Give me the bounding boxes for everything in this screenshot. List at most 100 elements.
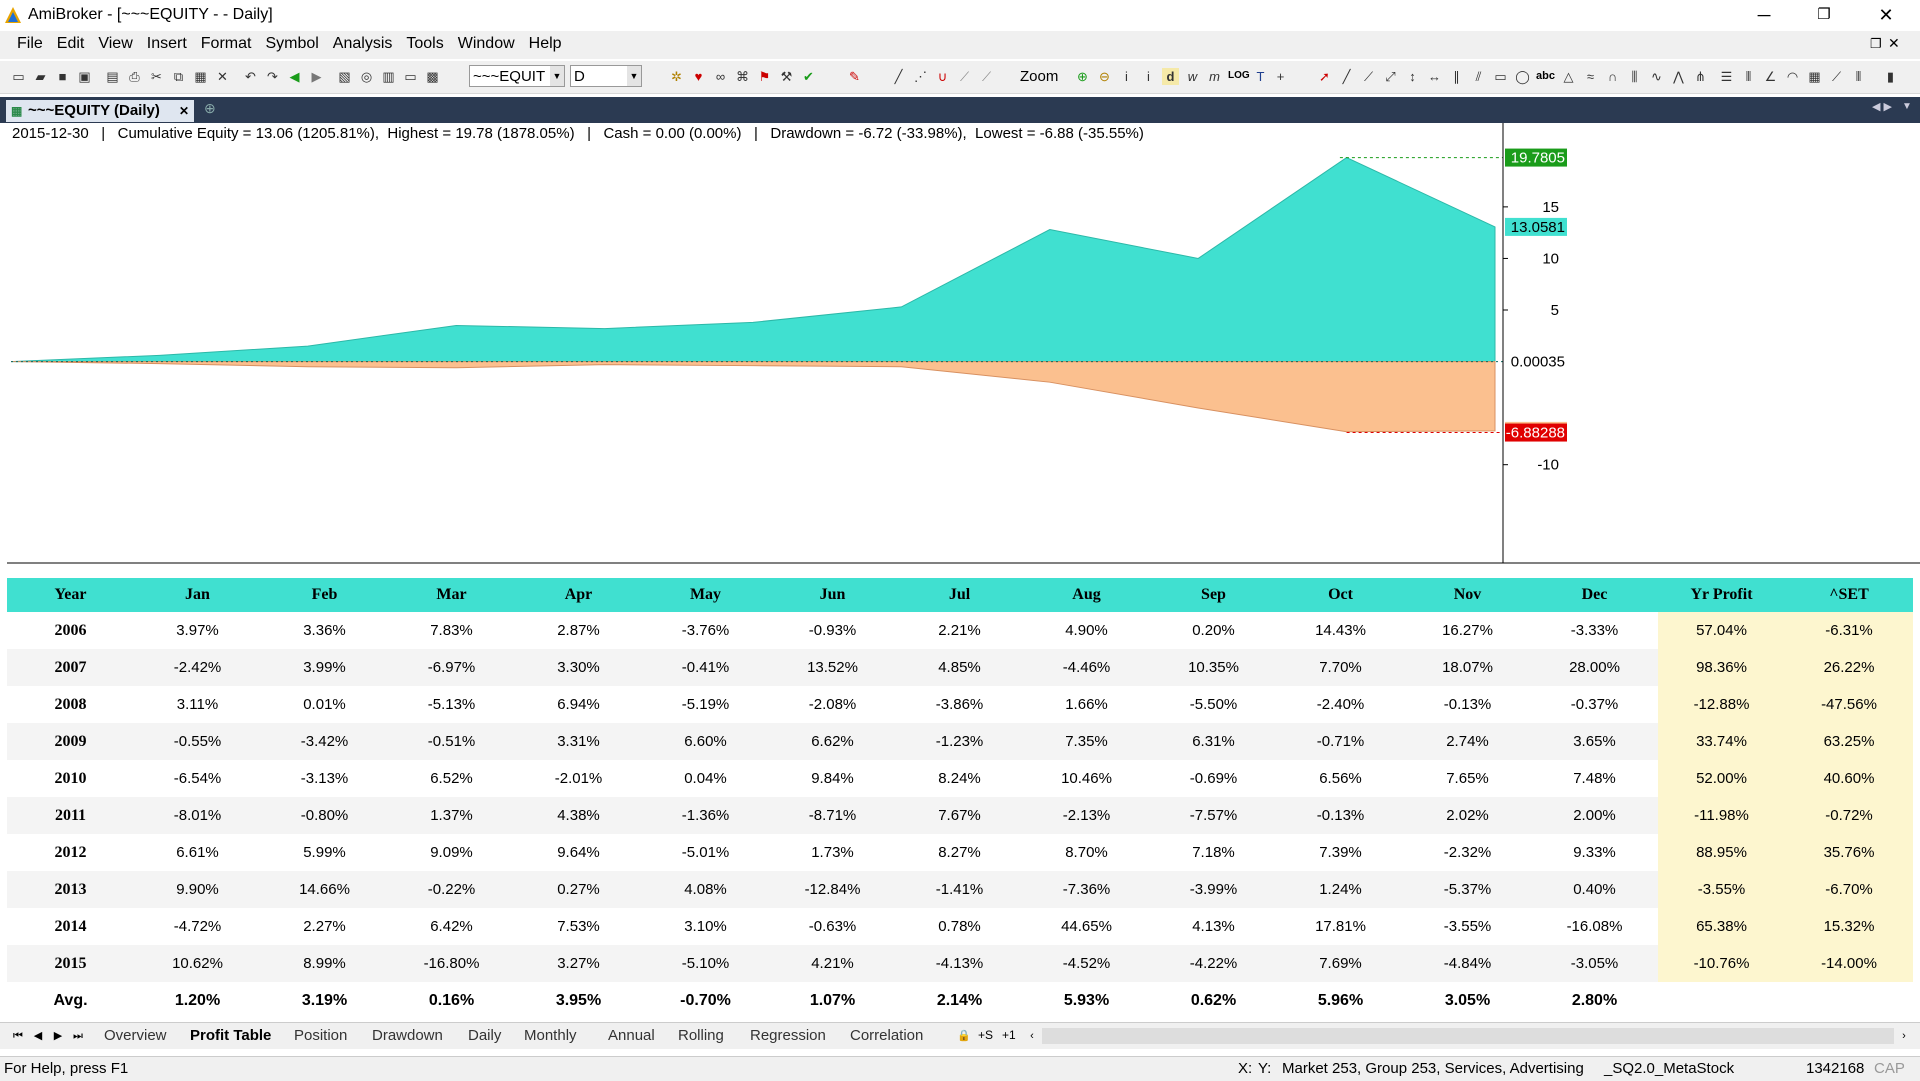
- monthly-icon[interactable]: m: [1209, 69, 1220, 84]
- text-annotation-button[interactable]: abc: [1536, 70, 1555, 82]
- tab-list-icon[interactable]: ▼: [1902, 101, 1912, 112]
- column-header[interactable]: Jul: [896, 578, 1023, 612]
- chevron-down-icon[interactable]: ▼: [627, 66, 641, 86]
- explore-icon[interactable]: ⌘: [736, 69, 749, 84]
- more-tools-icon[interactable]: ▮: [1886, 69, 1895, 84]
- column-header[interactable]: Year: [7, 578, 134, 612]
- forward-icon[interactable]: ▶: [311, 69, 322, 84]
- symbol-combo[interactable]: ~~~EQUIT ▼: [469, 65, 565, 87]
- column-header[interactable]: Yr Profit: [1658, 578, 1785, 612]
- arc-icon[interactable]: ∩: [1607, 69, 1618, 84]
- interval-combo[interactable]: D ▼: [570, 65, 642, 87]
- vertical-line-icon[interactable]: ↕: [1409, 69, 1416, 84]
- chevron-down-icon[interactable]: ▼: [550, 66, 564, 86]
- parallel-lines-icon[interactable]: ∥: [1453, 69, 1460, 84]
- rectangle-icon[interactable]: ▭: [1494, 69, 1507, 84]
- column-header[interactable]: Feb: [261, 578, 388, 612]
- grid-icon[interactable]: ▦: [1808, 69, 1821, 84]
- pen-icon[interactable]: ╱: [894, 69, 903, 84]
- paste-icon[interactable]: ▦: [194, 69, 207, 84]
- prev-tab-icon[interactable]: ◀: [33, 1030, 43, 1042]
- column-header[interactable]: Jan: [134, 578, 261, 612]
- cut-icon[interactable]: ✂: [151, 69, 162, 84]
- tab-daily[interactable]: Daily: [468, 1027, 502, 1044]
- close-button[interactable]: ✕: [1878, 5, 1894, 25]
- menu-symbol[interactable]: Symbol: [265, 35, 319, 52]
- column-header[interactable]: Mar: [388, 578, 515, 612]
- tab-monthly[interactable]: Monthly: [524, 1027, 577, 1044]
- layers-icon[interactable]: ▧: [338, 69, 351, 84]
- new-tab-icon[interactable]: ⊕: [204, 100, 216, 116]
- tab-annual[interactable]: Annual: [608, 1027, 655, 1044]
- histogram-icon[interactable]: ⫴: [1855, 69, 1862, 84]
- eraser-icon[interactable]: ⟋: [959, 69, 970, 84]
- copy-icon[interactable]: ⧉: [173, 69, 184, 84]
- first-tab-icon[interactable]: ⏮: [13, 1030, 23, 1042]
- equity-chart-panel[interactable]: 15105-1019.780513.05810.00035-6.72232-6.…: [7, 123, 1920, 575]
- tab-regression[interactable]: Regression: [750, 1027, 826, 1044]
- minimize-button[interactable]: ─: [1757, 5, 1771, 25]
- new-icon[interactable]: ▭: [12, 69, 25, 84]
- heart-icon[interactable]: ♥: [694, 69, 703, 84]
- pitchfork-icon[interactable]: ⋔: [1695, 69, 1706, 84]
- restore-button[interactable]: ❐: [1817, 6, 1831, 23]
- gauge-icon[interactable]: ◠: [1786, 69, 1799, 84]
- horizontal-line-icon[interactable]: ↔: [1428, 69, 1441, 84]
- wave-icon[interactable]: ⋀: [1673, 69, 1684, 84]
- horizontal-scrollbar[interactable]: [1042, 1028, 1894, 1044]
- column-header[interactable]: Aug: [1023, 578, 1150, 612]
- zoom-label[interactable]: Zoom: [1020, 68, 1059, 85]
- sync-interval-button[interactable]: +1: [1002, 1028, 1016, 1042]
- next-tab-icon[interactable]: ▶: [53, 1030, 63, 1042]
- undo-icon[interactable]: ↶: [245, 69, 256, 84]
- column-header[interactable]: Dec: [1531, 578, 1658, 612]
- angle-icon[interactable]: ∠: [1764, 69, 1777, 84]
- save-all-icon[interactable]: ▣: [78, 69, 91, 84]
- window-icon[interactable]: ▭: [404, 69, 417, 84]
- save-icon[interactable]: ■: [58, 69, 67, 84]
- column-header[interactable]: Jun: [769, 578, 896, 612]
- list-icon[interactable]: ☰: [1720, 69, 1733, 84]
- daily-icon[interactable]: d: [1162, 68, 1179, 85]
- eyedropper-icon[interactable]: ⟋: [981, 69, 992, 84]
- log-scale-button[interactable]: LOG: [1228, 70, 1250, 81]
- column-header[interactable]: Oct: [1277, 578, 1404, 612]
- menu-help[interactable]: Help: [528, 35, 562, 52]
- column-header[interactable]: Sep: [1150, 578, 1277, 612]
- column-header[interactable]: Nov: [1404, 578, 1531, 612]
- chart-tab-equity[interactable]: ▦ ~~~EQUITY (Daily) ✕: [6, 100, 194, 122]
- menu-window[interactable]: Window: [457, 35, 515, 52]
- menu-edit[interactable]: Edit: [56, 35, 85, 52]
- scroll-right-icon[interactable]: ›: [1902, 1030, 1906, 1042]
- column-header[interactable]: ^SET: [1785, 578, 1913, 612]
- tab-drawdown[interactable]: Drawdown: [372, 1027, 443, 1044]
- weekly-icon[interactable]: w: [1187, 69, 1198, 84]
- check-icon[interactable]: ✔: [803, 69, 814, 84]
- color-pen-icon[interactable]: ✎: [849, 69, 860, 84]
- cycles-icon[interactable]: ⫼: [1631, 69, 1638, 84]
- ray-icon[interactable]: ⟋: [1363, 69, 1374, 84]
- open-icon[interactable]: ▰: [35, 69, 46, 84]
- tab-overview[interactable]: Overview: [104, 1027, 167, 1044]
- interval-i-icon[interactable]: i: [1147, 69, 1150, 84]
- menu-file[interactable]: File: [17, 35, 43, 52]
- last-tab-icon[interactable]: ⏭: [73, 1030, 83, 1042]
- zoom-in-icon[interactable]: ⊕: [1077, 69, 1088, 84]
- sync-symbol-button[interactable]: +S: [978, 1028, 994, 1042]
- text-tool-icon[interactable]: T: [1256, 69, 1265, 84]
- menu-analysis[interactable]: Analysis: [332, 35, 393, 52]
- formula-icon[interactable]: ◎: [360, 69, 373, 84]
- back-icon[interactable]: ◀: [289, 69, 300, 84]
- menu-insert[interactable]: Insert: [146, 35, 187, 52]
- trendline-icon[interactable]: ╱: [1342, 69, 1351, 84]
- tab-scroll-icon[interactable]: ◀ ▶: [1872, 101, 1892, 113]
- tab-profit-table[interactable]: Profit Table: [190, 1027, 272, 1044]
- mdi-close-icon[interactable]: ✕: [1888, 35, 1900, 51]
- info-icon[interactable]: i: [1125, 69, 1128, 84]
- crosshair-icon[interactable]: +: [1276, 69, 1285, 84]
- tab-rolling[interactable]: Rolling: [678, 1027, 724, 1044]
- select-arrow-icon[interactable]: ➚: [1319, 69, 1330, 84]
- menu-view[interactable]: View: [98, 35, 133, 52]
- equity-chart[interactable]: 15105-1019.780513.05810.00035-6.72232-6.…: [7, 123, 1920, 575]
- redo-icon[interactable]: ↷: [267, 69, 278, 84]
